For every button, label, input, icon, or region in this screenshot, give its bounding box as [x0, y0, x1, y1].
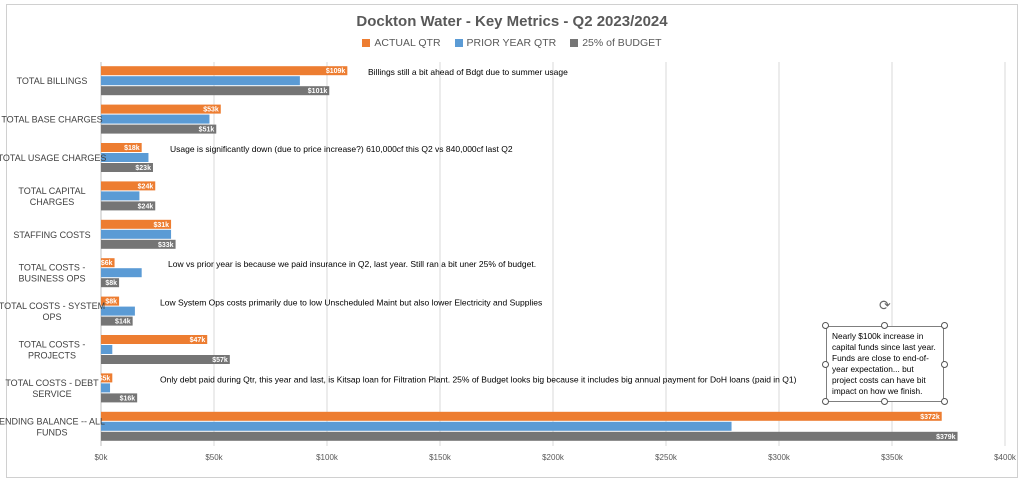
bar: [101, 181, 156, 191]
bar: [101, 316, 133, 326]
legend-item-actual: ACTUAL QTR: [362, 37, 441, 49]
bar: [101, 76, 300, 86]
category-label: TOTAL COSTS - SYSTEM OPS: [0, 301, 105, 322]
bar: [101, 153, 149, 162]
data-label: $51k: [199, 127, 215, 134]
bar: [101, 355, 230, 364]
bar: [101, 104, 221, 114]
data-label: $53k: [203, 107, 219, 114]
bar: [101, 306, 135, 316]
category-label: TOTAL BASE CHARGES: [1, 115, 102, 125]
callout-resize-handle-mr[interactable]: [941, 361, 948, 368]
data-label: $8k: [105, 280, 117, 287]
bar: [101, 296, 120, 306]
data-label: $57k: [212, 357, 228, 364]
category-label: STAFFING COSTS: [13, 230, 90, 240]
bar: [101, 373, 113, 383]
bar: [101, 335, 208, 344]
bar: [101, 268, 142, 278]
x-tick-label: $150k: [429, 453, 452, 462]
data-label: $379k: [936, 434, 956, 441]
bar: [101, 258, 115, 268]
data-label: $24k: [138, 183, 154, 190]
annotation-text: Only debt paid during Qtr, this year and…: [160, 374, 797, 384]
x-tick-label: $0k: [95, 453, 109, 462]
bar: [101, 229, 172, 239]
chart-title: Dockton Water - Key Metrics - Q2 2023/20…: [356, 13, 668, 30]
data-label: $16k: [120, 395, 136, 402]
data-label: $47k: [190, 337, 206, 344]
x-tick-label: $300k: [768, 453, 791, 462]
bar: [101, 86, 330, 96]
x-tick-label: $350k: [881, 453, 904, 462]
data-label: $372k: [920, 414, 940, 421]
bar: [101, 114, 210, 124]
category-label: TOTAL COSTS -BUSINESS OPS: [18, 263, 85, 284]
annotation-text: Usage is significantly down (due to pric…: [170, 144, 513, 154]
bar: [101, 124, 217, 134]
bar: [101, 431, 958, 441]
data-label: $31k: [153, 222, 169, 229]
data-label: $6k: [101, 260, 113, 267]
bar: [101, 201, 156, 211]
bar: [101, 421, 732, 431]
bar: [101, 219, 172, 229]
legend-label-prior: PRIOR YEAR QTR: [466, 37, 557, 49]
bar: [101, 411, 942, 421]
callout-resize-handle-tr[interactable]: [941, 322, 948, 329]
bar: [101, 345, 113, 354]
data-label: $109k: [326, 68, 346, 75]
category-label: TOTAL USAGE CHARGES: [0, 153, 106, 163]
data-label: $33k: [158, 242, 174, 249]
data-label: $101k: [308, 88, 328, 95]
data-label: $23k: [135, 165, 151, 172]
category-label: TOTAL CAPITAL CHARGES: [18, 186, 85, 207]
callout-resize-handle-tl[interactable]: [822, 322, 829, 329]
data-label: $5k: [99, 375, 111, 382]
rotate-handle-icon[interactable]: ⟳: [879, 297, 891, 313]
legend-label-actual: ACTUAL QTR: [374, 37, 441, 49]
category-label: ENDING BALANCE -- ALL FUNDS: [0, 416, 105, 437]
bar: [101, 278, 120, 288]
bar: [101, 66, 348, 76]
x-tick-label: $50k: [205, 453, 223, 462]
data-label: $8k: [105, 299, 117, 306]
category-label: TOTAL BILLINGS: [17, 76, 88, 86]
data-label: $18k: [124, 145, 140, 152]
x-tick-label: $100k: [316, 453, 339, 462]
callout-textbox[interactable]: Nearly $100k increase in capital funds s…: [826, 326, 944, 402]
bar: [101, 383, 111, 393]
legend-swatch-prior: [454, 39, 463, 47]
callout-resize-handle-br[interactable]: [941, 398, 948, 405]
legend-swatch-actual: [362, 39, 371, 47]
legend-swatch-budget: [570, 39, 579, 47]
callout-resize-handle-tm[interactable]: [881, 322, 888, 329]
callout-resize-handle-bm[interactable]: [881, 398, 888, 405]
data-label: $14k: [115, 319, 131, 326]
callout-resize-handle-bl[interactable]: [822, 398, 829, 405]
legend-item-budget: 25% of BUDGET: [570, 37, 662, 49]
annotation-text: Low System Ops costs primarily due to lo…: [160, 298, 542, 308]
annotation-text: Billings still a bit ahead of Bdgt due t…: [368, 67, 568, 77]
x-tick-label: $400k: [994, 453, 1017, 462]
chart-legend: ACTUAL QTR PRIOR YEAR QTR 25% of BUDGET: [0, 37, 1024, 49]
bar: [101, 393, 138, 403]
data-label: $24k: [138, 203, 154, 210]
legend-label-budget: 25% of BUDGET: [582, 37, 662, 49]
x-tick-label: $250k: [655, 453, 678, 462]
category-label: TOTAL COSTS -PROJECTS: [19, 340, 86, 361]
bar: [101, 143, 142, 152]
annotation-text: Low vs prior year is because we paid ins…: [168, 259, 536, 269]
bar: [101, 191, 140, 201]
callout-resize-handle-ml[interactable]: [822, 361, 829, 368]
category-label: TOTAL COSTS - DEBT SERVICE: [5, 378, 99, 399]
x-tick-label: $200k: [542, 453, 565, 462]
bar: [101, 163, 153, 172]
bar: [101, 239, 176, 249]
legend-item-prior: PRIOR YEAR QTR: [454, 37, 557, 49]
